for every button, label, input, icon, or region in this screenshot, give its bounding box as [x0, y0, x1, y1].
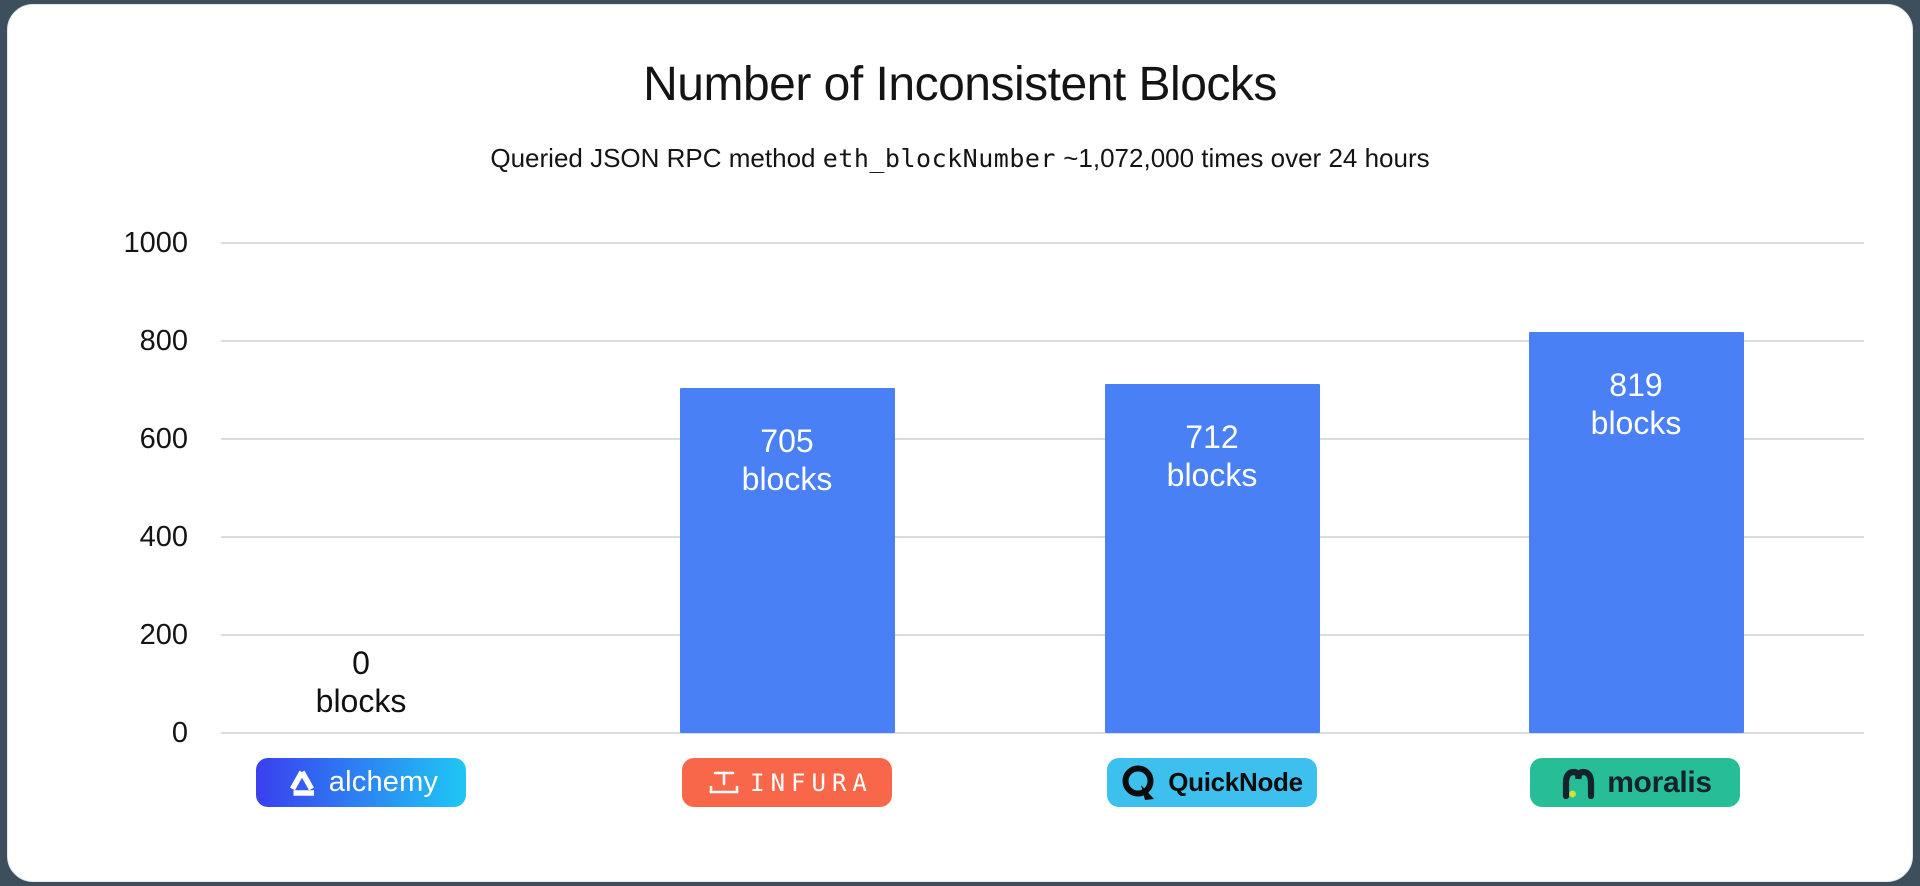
y-gridline	[221, 732, 1864, 734]
subtitle-suffix: ~1,072,000 times over 24 hours	[1056, 143, 1430, 173]
x-label-alchemy-badge: alchemy	[256, 758, 466, 807]
y-tick-label: 400	[139, 521, 188, 553]
y-gridline	[221, 438, 1864, 440]
bar-chart: 0 200 400 600 800 1000 0 blocks 705 blocks 712 bloc…	[8, 5, 1912, 881]
chart-card: Number of Inconsistent Blocks Queried JS…	[7, 4, 1913, 882]
quicknode-logo-icon	[1121, 763, 1159, 803]
chart-title: Number of Inconsistent Blocks	[643, 58, 1277, 111]
quicknode-label: QuickNode	[1168, 767, 1303, 797]
bar-value-label: 705 blocks	[741, 422, 833, 497]
infura-label: INFURA	[750, 768, 873, 797]
y-tick-label: 200	[139, 619, 188, 651]
bar-value-label: 712 blocks	[1166, 419, 1258, 494]
y-tick-label: 1000	[123, 227, 188, 259]
bar-value-label-zero: 0 blocks	[315, 645, 407, 719]
moralis-label: moralis	[1607, 765, 1712, 799]
alchemy-logo-icon	[284, 766, 320, 800]
y-gridline	[221, 340, 1864, 342]
y-tick-label: 600	[139, 423, 188, 455]
y-gridline	[221, 536, 1864, 538]
bar-value-label: 819 blocks	[1590, 366, 1682, 441]
bar-quicknode: 712 blocks	[1104, 384, 1320, 733]
chart-subtitle: Queried JSON RPC method eth_blockNumber …	[8, 143, 1912, 174]
x-label-moralis-badge: moralis	[1530, 758, 1740, 807]
subtitle-code-method: eth_blockNumber	[822, 144, 1056, 173]
x-label-quicknode-badge: QuickNode	[1107, 758, 1317, 807]
infura-logo-icon	[707, 768, 741, 798]
subtitle-prefix: Queried JSON RPC method	[490, 143, 823, 173]
moralis-logo-icon	[1558, 765, 1598, 801]
bar-moralis: 819 blocks	[1528, 331, 1744, 733]
y-gridline	[221, 634, 1864, 636]
y-tick-label: 0	[171, 717, 188, 749]
y-tick-label: 800	[139, 325, 188, 357]
alchemy-label: alchemy	[328, 766, 439, 798]
x-label-infura-badge: INFURA	[682, 758, 892, 807]
bar-infura: 705 blocks	[679, 387, 895, 733]
y-gridline	[221, 242, 1864, 244]
